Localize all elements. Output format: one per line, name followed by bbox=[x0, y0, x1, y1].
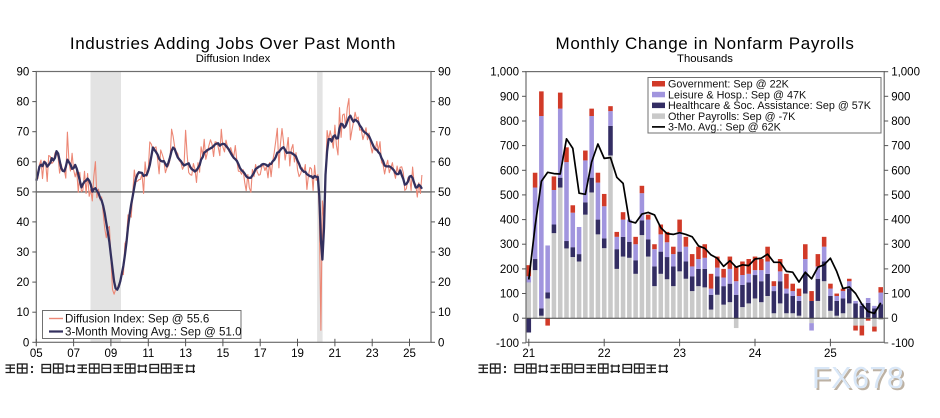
svg-text:0: 0 bbox=[438, 337, 444, 349]
svg-text:0: 0 bbox=[891, 313, 897, 325]
svg-text:20: 20 bbox=[438, 277, 451, 289]
svg-text:50: 50 bbox=[17, 187, 30, 199]
svg-text:500: 500 bbox=[500, 190, 519, 202]
svg-text:800: 800 bbox=[891, 116, 910, 128]
svg-text:900: 900 bbox=[891, 91, 910, 103]
svg-text:1,000: 1,000 bbox=[490, 67, 519, 79]
svg-text:21: 21 bbox=[329, 348, 342, 360]
svg-text:Monthly Change in Nonfarm Payr: Monthly Change in Nonfarm Payrolls bbox=[556, 34, 855, 53]
svg-text:400: 400 bbox=[891, 215, 910, 227]
svg-text:70: 70 bbox=[17, 127, 30, 139]
svg-text:20: 20 bbox=[17, 277, 30, 289]
svg-text:300: 300 bbox=[500, 239, 519, 251]
svg-text:3-Mo. Avg.: Sep @ 62K: 3-Mo. Avg.: Sep @ 62K bbox=[668, 122, 782, 134]
svg-text:60: 60 bbox=[17, 157, 30, 169]
svg-text:23: 23 bbox=[673, 348, 686, 360]
svg-text:10: 10 bbox=[438, 307, 451, 319]
svg-text:13: 13 bbox=[179, 348, 192, 360]
svg-text:11: 11 bbox=[142, 348, 154, 360]
svg-text:22: 22 bbox=[598, 348, 611, 360]
svg-text:200: 200 bbox=[891, 264, 910, 276]
svg-text:25: 25 bbox=[403, 348, 416, 360]
svg-text:25: 25 bbox=[824, 348, 837, 360]
svg-text:-100: -100 bbox=[496, 338, 519, 350]
svg-text:50: 50 bbox=[438, 187, 451, 199]
svg-text:30: 30 bbox=[17, 247, 30, 259]
svg-text:0: 0 bbox=[23, 337, 29, 349]
svg-text:900: 900 bbox=[500, 91, 519, 103]
svg-text:100: 100 bbox=[891, 289, 910, 301]
svg-text:500: 500 bbox=[891, 190, 910, 202]
svg-text:700: 700 bbox=[500, 141, 519, 153]
svg-text:15: 15 bbox=[217, 348, 230, 360]
svg-text:-100: -100 bbox=[891, 338, 914, 350]
svg-text:40: 40 bbox=[17, 217, 30, 229]
svg-text:80: 80 bbox=[17, 97, 30, 109]
svg-text:3-Month Moving Avg.: Sep @ 51.: 3-Month Moving Avg.: Sep @ 51.0 bbox=[65, 326, 242, 339]
svg-text:Industries Adding Jobs Over Pa: Industries Adding Jobs Over Past Month bbox=[70, 34, 396, 53]
svg-text:0: 0 bbox=[513, 313, 519, 325]
svg-text:300: 300 bbox=[891, 239, 910, 251]
svg-text:600: 600 bbox=[891, 165, 910, 177]
svg-text:400: 400 bbox=[500, 215, 519, 227]
svg-text:70: 70 bbox=[438, 127, 451, 139]
svg-text:19: 19 bbox=[291, 348, 304, 360]
svg-text:Diffusion Index: Sep @ 55.6: Diffusion Index: Sep @ 55.6 bbox=[65, 313, 209, 326]
svg-text:1,000: 1,000 bbox=[891, 67, 920, 79]
svg-text:09: 09 bbox=[105, 348, 118, 360]
svg-text:90: 90 bbox=[438, 67, 451, 79]
svg-text:24: 24 bbox=[749, 348, 762, 360]
svg-text:700: 700 bbox=[891, 141, 910, 153]
svg-text:60: 60 bbox=[438, 157, 451, 169]
svg-text:05: 05 bbox=[30, 348, 43, 360]
svg-text:800: 800 bbox=[500, 116, 519, 128]
svg-text:17: 17 bbox=[254, 348, 267, 360]
svg-text:Thousands: Thousands bbox=[677, 53, 733, 65]
svg-text:21: 21 bbox=[522, 348, 535, 360]
svg-text:600: 600 bbox=[500, 165, 519, 177]
svg-text:100: 100 bbox=[500, 289, 519, 301]
svg-text:40: 40 bbox=[438, 217, 451, 229]
svg-text:90: 90 bbox=[17, 67, 30, 79]
svg-text:200: 200 bbox=[500, 264, 519, 276]
svg-text:30: 30 bbox=[438, 247, 451, 259]
svg-text:Diffusion Index: Diffusion Index bbox=[196, 53, 271, 65]
svg-text:07: 07 bbox=[67, 348, 80, 360]
svg-text:10: 10 bbox=[17, 307, 30, 319]
svg-text:80: 80 bbox=[438, 97, 451, 109]
svg-text:23: 23 bbox=[366, 348, 379, 360]
svg-text:FX678: FX678 bbox=[812, 361, 904, 395]
